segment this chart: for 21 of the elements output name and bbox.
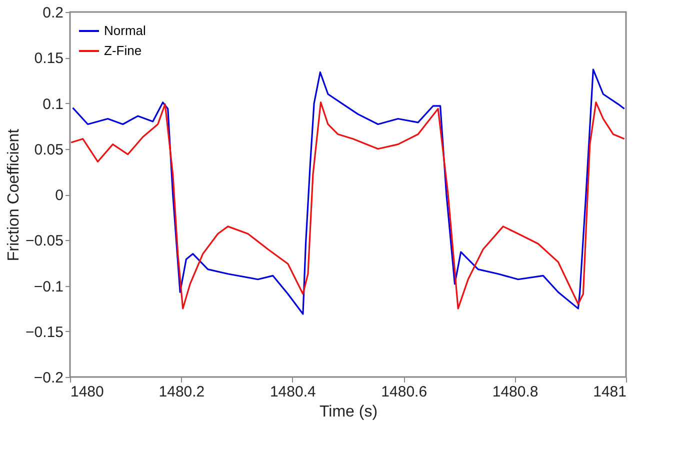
x-tick-label: 1480.2 [158, 384, 205, 400]
y-axis-title: Friction Coefficient [6, 128, 23, 262]
x-tick-label: 1481 [593, 384, 626, 400]
line-series [70, 102, 626, 310]
legend-label: Normal [104, 23, 146, 38]
y-tick-label: −0.2 [34, 370, 64, 386]
x-tick-label: 1480.8 [492, 384, 538, 400]
y-tick-label: 0.2 [42, 4, 64, 22]
y-tick-label: 0 [55, 187, 64, 204]
y-tick-label: −0.15 [26, 324, 64, 341]
x-tick-label: 1480 [70, 384, 104, 400]
y-tick-label: −0.05 [26, 232, 64, 250]
line-series [72, 68, 626, 315]
y-tick-label: 0.05 [34, 141, 64, 158]
x-tick-label: 1480.6 [381, 384, 428, 400]
y-tick-label: 0.1 [42, 96, 64, 113]
y-tick-label: −0.1 [34, 278, 64, 296]
x-axis-title: Time (s) [319, 404, 378, 420]
legend-label: Z-Fine [104, 43, 142, 58]
x-tick-label: 1480.4 [270, 384, 316, 400]
y-tick-label: 0.15 [34, 50, 64, 68]
